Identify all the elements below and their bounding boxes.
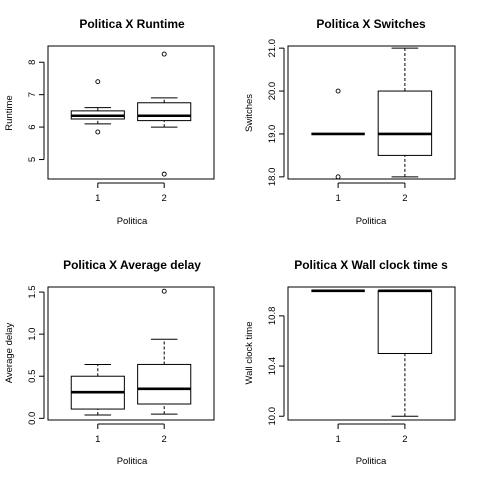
outlier-point	[335, 88, 341, 94]
outlier-point	[161, 171, 167, 177]
x-axis-label: Politica	[356, 216, 387, 227]
y-axis-label: Switches	[244, 94, 255, 132]
x-axis-label: Politica	[356, 456, 387, 467]
plot-marks: 18.0 19.0 20.0 21.0 1 2	[267, 39, 433, 204]
y-tick-label: 18.0	[267, 168, 278, 187]
plot-marks: 5 6 7 8 1 2	[27, 51, 192, 204]
outlier-point	[95, 129, 101, 135]
y-tick-label: 10.8	[267, 307, 278, 326]
y-tick-label: 1.5	[27, 285, 38, 298]
panel-runtime: Politica X Runtime Politica Runtime 5 6 7 8…	[4, 17, 215, 227]
chart-title: Politica X Switches	[316, 17, 426, 31]
outlier-point	[161, 288, 167, 294]
y-tick-label: 6	[27, 124, 38, 129]
y-tick-label: 10.4	[267, 357, 278, 376]
chart-title: Politica X Wall clock time s	[294, 258, 448, 272]
x-tick-label: 1	[95, 193, 100, 204]
iqr-box	[377, 90, 433, 156]
iqr-box	[137, 363, 192, 405]
y-tick-label: 19.0	[267, 125, 278, 144]
y-tick-label: 8	[27, 60, 38, 65]
x-tick-label: 2	[402, 193, 407, 204]
x-tick-label: 2	[162, 193, 167, 204]
panel-average-delay: Politica X Average delay Politica Averag…	[4, 258, 215, 467]
iqr-box	[377, 290, 433, 355]
x-tick-label: 1	[335, 434, 340, 445]
outlier-point	[161, 51, 167, 57]
panel-wall-clock-time: Politica X Wall clock time s Politica Wa…	[244, 258, 456, 467]
x-axis-label: Politica	[117, 456, 148, 467]
iqr-box	[137, 102, 192, 122]
x-axis-label: Politica	[117, 216, 148, 227]
plot-frame	[47, 286, 215, 421]
y-tick-label: 10.0	[267, 407, 278, 426]
x-tick-label: 2	[162, 434, 167, 445]
y-axis-label: Runtime	[4, 95, 15, 130]
chart-title: Politica X Average delay	[63, 258, 201, 272]
y-tick-label: 1.0	[27, 328, 38, 341]
x-tick-label: 1	[95, 434, 100, 445]
plot-marks: 10.0 10.4 10.8 1 2	[267, 289, 433, 445]
panel-switches: Politica X Switches Politica Switches 18…	[244, 17, 456, 227]
x-tick-label: 2	[402, 434, 407, 445]
plot-frame	[287, 45, 456, 180]
y-tick-label: 5	[27, 157, 38, 162]
box-2	[137, 288, 192, 415]
plot-marks: 0.0 0.5 1.0 1.5 1 2	[27, 285, 192, 445]
box-2	[377, 289, 433, 417]
outlier-point	[335, 174, 341, 180]
x-tick-label: 1	[335, 193, 340, 204]
box-2	[377, 47, 433, 178]
box-2	[137, 51, 192, 177]
box-1	[70, 363, 125, 416]
y-tick-label: 7	[27, 92, 38, 97]
plot-frame	[47, 45, 215, 180]
box-1	[70, 79, 125, 135]
y-axis-label: Average delay	[4, 322, 15, 383]
outlier-point	[95, 79, 101, 85]
y-tick-label: 0.0	[27, 412, 38, 425]
chart-title: Politica X Runtime	[79, 17, 185, 31]
y-tick-label: 20.0	[267, 82, 278, 101]
y-tick-label: 21.0	[267, 39, 278, 58]
box-1	[311, 88, 365, 180]
plot-frame	[287, 286, 456, 421]
y-axis-label: Wall clock time	[244, 322, 255, 385]
y-tick-label: 0.5	[27, 370, 38, 383]
